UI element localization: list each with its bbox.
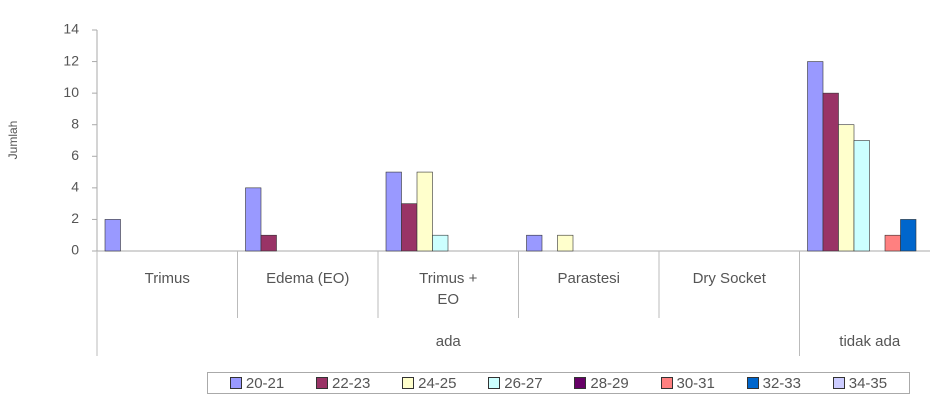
group-label: ada <box>435 333 461 350</box>
bar <box>245 187 262 252</box>
legend-swatch <box>574 377 587 389</box>
legend-swatch <box>746 377 759 389</box>
y-tick-label: 2 <box>71 210 79 226</box>
legend-label: 20-21 <box>245 374 285 392</box>
x-tick-label: Dry Socket <box>692 270 766 287</box>
legend-label: 32-33 <box>762 374 801 392</box>
y-axis-label: Jumlah <box>6 121 20 160</box>
legend-item: 24-25 <box>402 374 457 392</box>
legend-label: 34-35 <box>848 374 888 392</box>
legend-item: 34-35 <box>832 374 888 392</box>
y-tick-label: 0 <box>71 242 79 258</box>
legend: 20-21 22-23 24-25 26-27 28-29 30-31 32-33 34-35 <box>207 372 910 394</box>
bar <box>401 203 418 252</box>
bar <box>260 234 277 252</box>
bar <box>557 234 574 252</box>
bar <box>900 219 917 252</box>
bar <box>853 140 870 252</box>
legend-label: 26-27 <box>504 374 543 392</box>
legend-item: 26-27 <box>488 374 543 392</box>
y-tick-label: 6 <box>71 147 79 163</box>
y-tick-label: 10 <box>63 84 79 100</box>
legend-swatch <box>402 377 415 389</box>
legend-swatch <box>229 377 242 389</box>
legend-item: 32-33 <box>746 374 801 392</box>
legend-item: 30-31 <box>660 374 715 392</box>
bar <box>807 61 824 252</box>
legend-swatch <box>832 377 845 389</box>
y-tick-label: 8 <box>71 115 79 131</box>
group-label: tidak ada <box>839 333 901 350</box>
x-tick-label: Trimus + EO <box>419 270 478 308</box>
legend-swatch <box>488 377 501 389</box>
legend-swatch <box>660 377 673 389</box>
legend-label: 30-31 <box>676 374 715 392</box>
y-tick-label: 12 <box>63 52 79 68</box>
legend-item: 22-23 <box>316 375 370 392</box>
legend-item: 20-21 <box>229 374 285 392</box>
bar <box>526 234 543 252</box>
bar <box>838 124 855 252</box>
legend-label: 28-29 <box>590 374 629 392</box>
bar <box>416 171 433 252</box>
legend-label: 22-23 <box>332 374 371 392</box>
legend-swatch <box>316 377 328 389</box>
bar <box>385 171 402 252</box>
legend-label: 24-25 <box>418 374 457 392</box>
legend-item: 28-29 <box>574 374 629 392</box>
bar <box>822 92 839 252</box>
bar <box>884 234 901 252</box>
bar <box>432 234 449 252</box>
x-tick-label: Parastesi <box>557 270 621 287</box>
x-tick-label: Trimus <box>144 270 190 287</box>
bar <box>104 219 121 252</box>
y-tick-label: 4 <box>71 179 79 195</box>
x-tick-label: Edema (EO) <box>266 270 350 287</box>
y-tick-label: 14 <box>63 21 79 37</box>
